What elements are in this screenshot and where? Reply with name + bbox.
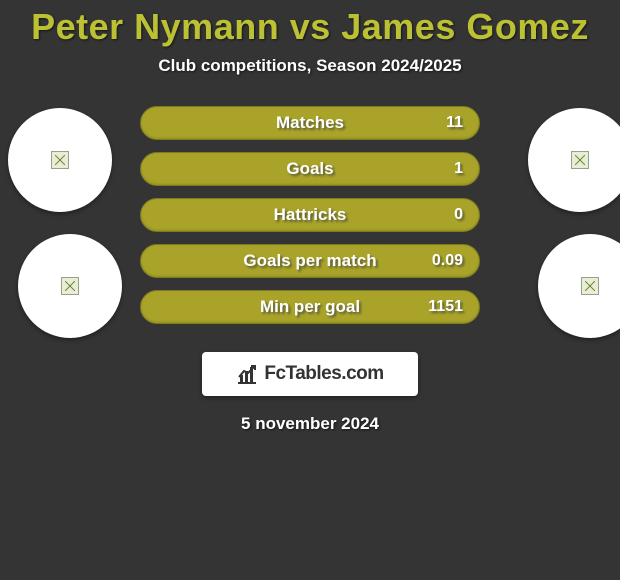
stat-row: Goals per match 0.09	[140, 244, 480, 278]
stat-label: Goals per match	[159, 251, 461, 271]
stat-row: Goals 1	[140, 152, 480, 186]
broken-image-icon	[51, 151, 69, 169]
page-title: Peter Nymann vs James Gomez	[0, 0, 620, 48]
stat-row: Matches 11	[140, 106, 480, 140]
broken-image-icon	[581, 277, 599, 295]
stat-label: Hattricks	[159, 205, 461, 225]
stat-value: 11	[446, 114, 463, 132]
brand-badge: FcTables.com	[202, 352, 418, 396]
brand-text: FcTables.com	[264, 363, 383, 385]
stat-label: Min per goal	[159, 297, 461, 317]
chart-icon	[236, 363, 258, 385]
stat-value: 0.09	[432, 252, 463, 270]
stat-row: Min per goal 1151	[140, 290, 480, 324]
stats-panel: Matches 11 Goals 1 Hattricks 0 Goals per…	[0, 106, 620, 336]
avatar-team1	[18, 234, 122, 338]
stat-row: Hattricks 0	[140, 198, 480, 232]
stat-rows: Matches 11 Goals 1 Hattricks 0 Goals per…	[140, 106, 480, 336]
subtitle: Club competitions, Season 2024/2025	[0, 56, 620, 76]
stat-label: Goals	[159, 159, 461, 179]
stat-value: 0	[454, 206, 463, 224]
stat-value: 1151	[428, 298, 463, 316]
avatar-player2	[528, 108, 620, 212]
stat-value: 1	[454, 160, 463, 178]
avatar-player1	[8, 108, 112, 212]
broken-image-icon	[61, 277, 79, 295]
date-text: 5 november 2024	[0, 414, 620, 434]
stat-label: Matches	[159, 113, 461, 133]
broken-image-icon	[571, 151, 589, 169]
avatar-team2	[538, 234, 620, 338]
